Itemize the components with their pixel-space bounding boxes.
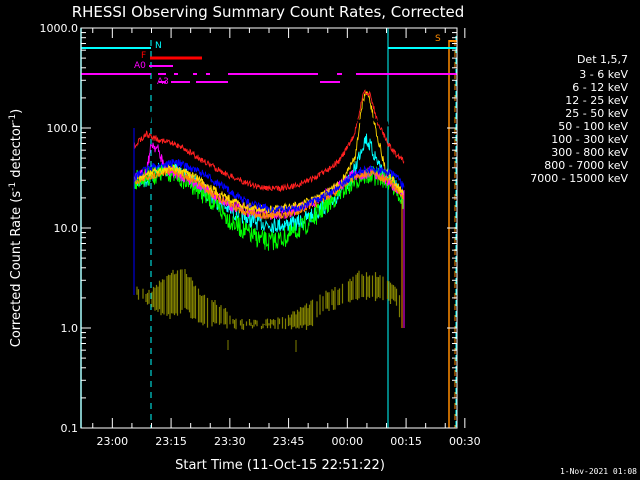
legend-label: 100 - 300 keV (551, 133, 628, 146)
legend-label: 300 - 800 keV (551, 146, 628, 159)
flag-label: A0 (134, 61, 146, 71)
x-tick-label: 23:15 (155, 435, 187, 448)
x-axis-label: Start Time (11-Oct-15 22:51:22) (175, 458, 385, 473)
flag-label: S (435, 34, 441, 44)
legend-title: Det 1,5,7 (577, 53, 628, 66)
legend-label: 6 - 12 keV (572, 81, 628, 94)
series-curve-7 (133, 84, 405, 134)
footer-date: 1-Nov-2021 01:08 (560, 467, 637, 476)
legend-label: 7000 - 15000 keV (530, 172, 628, 185)
x-tick-label: 23:45 (273, 435, 305, 448)
x-tick-label: 00:00 (331, 435, 363, 448)
y-axis-label-mid: detector (9, 122, 24, 182)
flag-label: N (155, 41, 162, 51)
axis-ticks: 0.1 1.0 10.0 100.0 1000.0 23:00 23:15 23:30 23:4… (40, 22, 481, 448)
y-tick-label: 0.1 (61, 422, 79, 435)
y-axis-label-main: Corrected Count Rate (s (9, 191, 24, 348)
y-tick-label: 100.0 (47, 122, 79, 135)
y-axis-label-end: ) (9, 109, 24, 114)
y-tick-label: 1000.0 (40, 22, 79, 35)
x-tick-label: 23:30 (214, 435, 246, 448)
flag-label: F (141, 51, 146, 61)
series-curve-5 (133, 159, 405, 215)
y-axis-label-sup2: -1 (8, 114, 18, 123)
y-tick-label: 10.0 (54, 222, 79, 235)
legend-label: 25 - 50 keV (565, 107, 628, 120)
x-tick-label: 00:30 (449, 435, 481, 448)
series-curve-3 (133, 165, 405, 221)
series-curve-1 (133, 164, 405, 251)
series-curve-6 (133, 89, 405, 193)
x-tick-label: 00:15 (390, 435, 422, 448)
flag-label: A3 (157, 77, 169, 87)
legend-label: 50 - 100 keV (558, 120, 628, 133)
y-tick-label: 1.0 (61, 322, 79, 335)
y-axis-label-sup1: -1 (8, 182, 18, 191)
legend-label: 3 - 6 keV (579, 68, 628, 81)
legend-label: 800 - 7000 keV (544, 159, 628, 172)
chart-title: RHESSI Observing Summary Count Rates, Co… (72, 3, 465, 21)
x-tick-label: 23:00 (96, 435, 128, 448)
y-axis-label: Corrected Count Rate (s-1 detector-1) (8, 109, 24, 347)
legend-label: 12 - 25 keV (565, 94, 628, 107)
